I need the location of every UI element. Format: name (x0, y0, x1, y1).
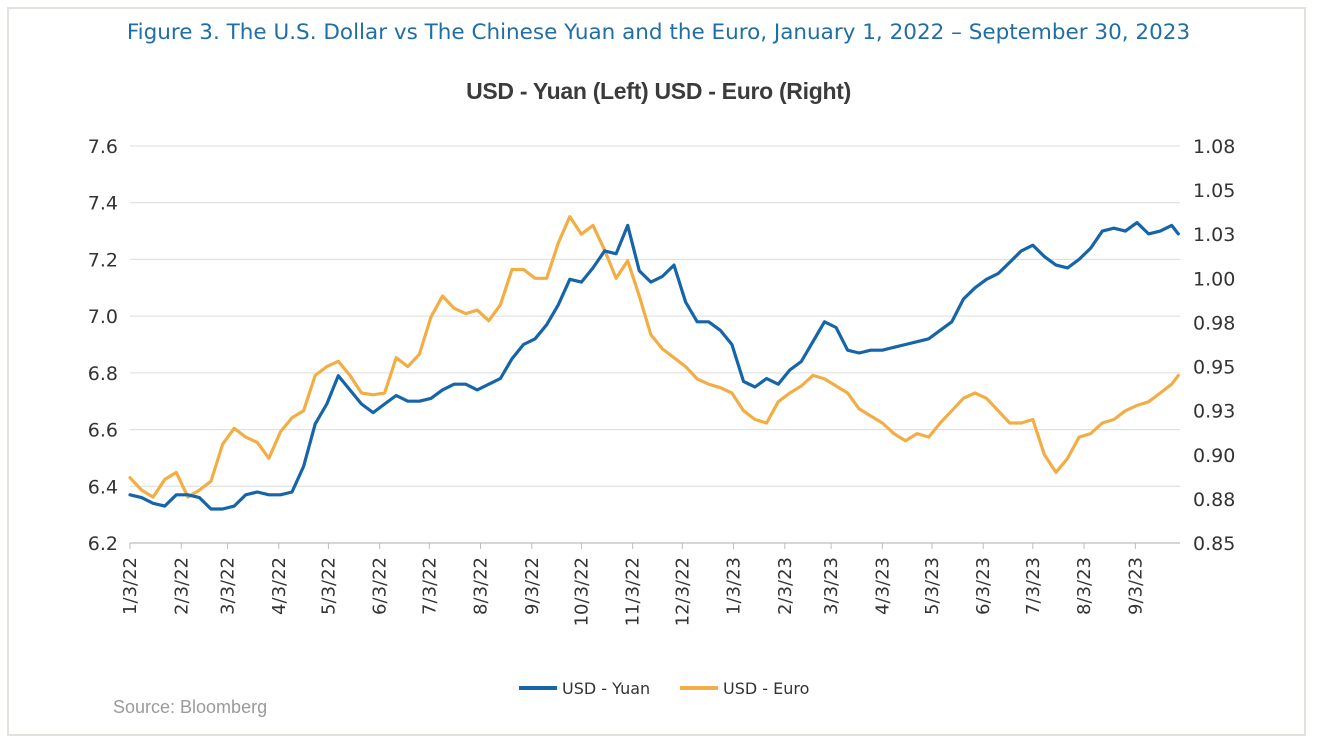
figure-frame (7, 7, 1306, 736)
series-group (128, 215, 1180, 511)
series-line-usd-euro (128, 215, 1180, 499)
legend-item-usd-yuan: USD - Yuan (519, 679, 650, 698)
y-right-tick-label: 0.93 (1193, 401, 1235, 423)
y-right-tick-label: 0.95 (1193, 357, 1235, 379)
x-tick-label: 7/3/23 (1023, 557, 1044, 615)
x-tick-label: 4/3/22 (269, 557, 290, 615)
y-left-tick-label: 6.2 (88, 533, 118, 555)
x-tick-label: 3/3/22 (218, 557, 239, 615)
x-axis: 1/3/22 2/3/22 3/3/22 4/3/22 5/3/22 6/3/22 7/3/… (120, 542, 1180, 626)
y-left-tick-label: 7.0 (88, 306, 118, 328)
x-tick-label: 6/3/22 (370, 557, 391, 615)
y-left-tick-label: 7.6 (88, 136, 118, 158)
x-tick-label: 5/3/22 (318, 557, 339, 615)
x-tick-label: 6/3/23 (973, 557, 994, 615)
series-line-usd-yuan (128, 221, 1180, 511)
x-tick-label: 4/3/23 (872, 557, 893, 615)
y-left-tick-label: 6.6 (88, 420, 118, 442)
chart-title: USD - Yuan (Left) USD - Euro (Right) (466, 78, 851, 104)
x-tick-label: 12/3/22 (672, 557, 693, 626)
x-tick-label: 1/3/23 (724, 557, 745, 615)
y-right-tick-label: 0.90 (1193, 445, 1235, 467)
legend-item-usd-euro: USD - Euro (680, 679, 809, 698)
x-tick-label: 9/3/23 (1125, 557, 1146, 615)
x-tick-label: 1/3/22 (120, 557, 141, 615)
x-tick-label: 5/3/23 (922, 557, 943, 615)
y-right-tick-label: 1.08 (1193, 136, 1235, 158)
y-right-tick-label: 0.88 (1193, 489, 1235, 511)
x-tick-label: 10/3/22 (571, 557, 592, 626)
y-left-tick-label: 7.2 (88, 249, 118, 271)
gridlines (130, 145, 1180, 487)
y-right-tick-label: 0.98 (1193, 312, 1235, 334)
y-axis-left: 6.2 6.4 6.6 6.8 7.0 7.2 7.4 7.6 (88, 136, 118, 555)
legend-label: USD - Yuan (562, 679, 650, 698)
y-left-tick-label: 6.8 (88, 363, 118, 385)
y-left-tick-label: 7.4 (88, 193, 118, 215)
x-tick-label: 3/3/23 (821, 557, 842, 615)
figure-title: Figure 3. The U.S. Dollar vs The Chinese… (126, 20, 1191, 45)
legend-label: USD - Euro (723, 679, 809, 698)
legend: USD - Yuan USD - Euro (519, 679, 809, 698)
y-right-tick-label: 1.00 (1193, 268, 1235, 290)
x-tick-label: 11/3/22 (623, 557, 644, 626)
x-tick-label: 9/3/22 (522, 557, 543, 615)
y-right-tick-label: 1.05 (1193, 180, 1235, 202)
y-left-tick-label: 6.4 (88, 476, 118, 498)
x-tick-label: 7/3/22 (419, 557, 440, 615)
x-tick-label: 2/3/22 (171, 557, 192, 615)
y-right-tick-label: 0.85 (1193, 533, 1235, 555)
x-tick-label: 8/3/23 (1074, 557, 1095, 615)
y-right-tick-label: 1.03 (1193, 224, 1235, 246)
x-tick-label: 8/3/22 (471, 557, 492, 615)
x-tick-label: 2/3/23 (775, 557, 796, 615)
y-axis-right: 0.85 0.88 0.90 0.93 0.95 0.98 1.00 1.03 1.05 1.08 (1193, 136, 1235, 555)
source-note: Source: Bloomberg (113, 697, 268, 717)
